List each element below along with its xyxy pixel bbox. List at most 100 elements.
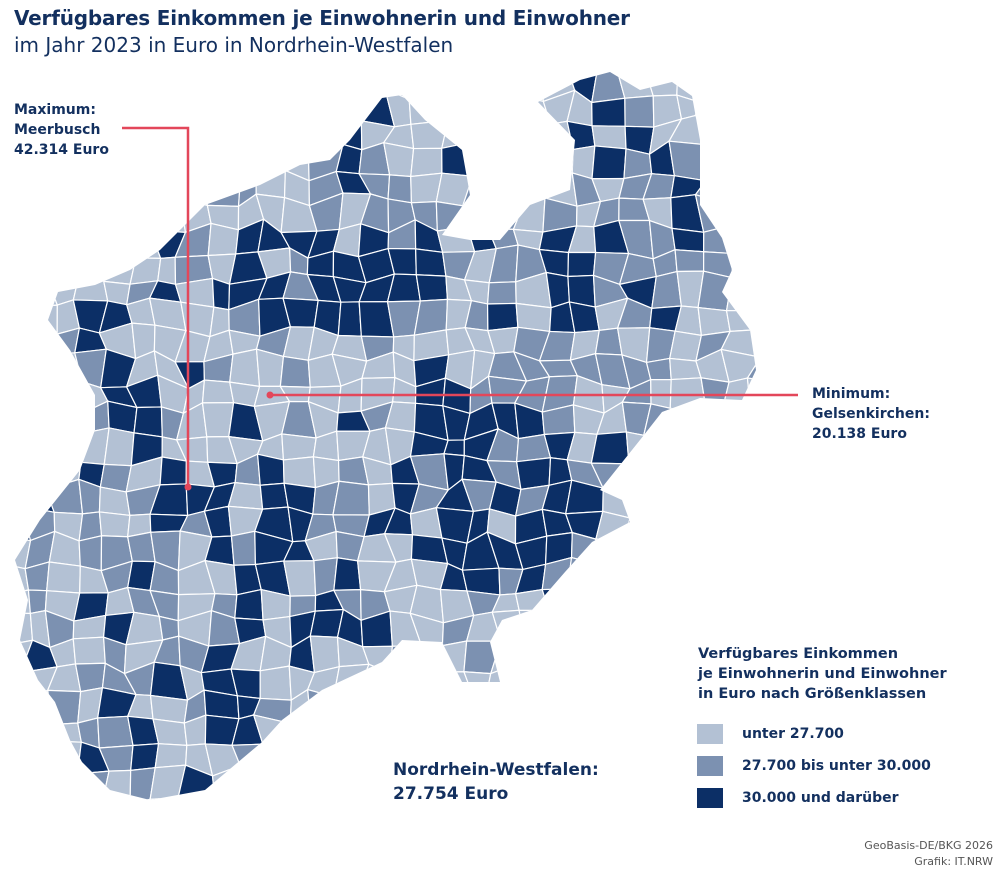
municipality-area bbox=[728, 513, 754, 546]
municipality-area bbox=[460, 143, 501, 182]
legend-item-high: 30.000 und darüber bbox=[697, 788, 899, 808]
municipality-area bbox=[332, 480, 370, 516]
municipality-area bbox=[307, 792, 343, 800]
municipality-area bbox=[801, 175, 837, 207]
municipality-area bbox=[174, 72, 216, 104]
municipality-area bbox=[440, 72, 473, 100]
municipality-area bbox=[725, 309, 756, 333]
minimum-label: Minimum: bbox=[812, 386, 891, 402]
municipality-area bbox=[590, 592, 632, 622]
municipality-area bbox=[548, 609, 579, 642]
maximum-marker-meerbusch bbox=[184, 483, 192, 491]
municipality-area bbox=[512, 197, 546, 233]
municipality-area bbox=[15, 748, 31, 778]
municipality-area bbox=[72, 270, 109, 302]
municipality-area bbox=[123, 72, 158, 100]
municipality-area bbox=[153, 72, 184, 103]
municipality-area bbox=[488, 96, 528, 130]
municipality-area bbox=[47, 740, 83, 775]
legend-label-high: 30.000 und darüber bbox=[742, 790, 899, 806]
map-title: Verfügbares Einkommen je Einwohnerin und… bbox=[14, 6, 630, 30]
municipality-area bbox=[234, 792, 265, 800]
municipality-area bbox=[629, 616, 652, 650]
municipality-area bbox=[515, 72, 544, 103]
municipality-area bbox=[488, 72, 528, 102]
municipality-area bbox=[617, 742, 657, 773]
maximum-place: Meerbusch bbox=[14, 122, 101, 138]
municipality-area bbox=[333, 794, 365, 800]
municipality-area bbox=[803, 559, 827, 590]
municipality-area bbox=[340, 819, 365, 853]
municipality-area bbox=[75, 166, 108, 200]
municipality-area bbox=[724, 142, 752, 177]
municipality-area bbox=[643, 693, 677, 718]
municipality-area bbox=[803, 483, 834, 510]
municipality-area bbox=[71, 72, 108, 97]
municipality-area bbox=[20, 168, 56, 199]
municipality-area bbox=[731, 224, 756, 255]
municipality-area bbox=[622, 687, 654, 721]
municipality-area bbox=[52, 166, 86, 200]
municipality-area bbox=[307, 688, 341, 720]
municipality-area bbox=[773, 226, 805, 253]
municipality-area bbox=[123, 93, 157, 126]
municipality-area bbox=[122, 140, 157, 176]
minimum-place: Gelsenkirchen: bbox=[812, 406, 930, 422]
municipality-area bbox=[779, 590, 803, 622]
municipality-area bbox=[75, 220, 105, 255]
municipality-area bbox=[435, 200, 468, 232]
municipality-area bbox=[19, 383, 59, 412]
municipality-area bbox=[419, 644, 444, 674]
municipality-area bbox=[22, 226, 59, 254]
municipality-area bbox=[24, 72, 48, 102]
municipality-area bbox=[305, 72, 339, 98]
municipality-area bbox=[239, 764, 266, 800]
municipality-area bbox=[154, 743, 188, 769]
municipality-area bbox=[731, 205, 756, 228]
municipality-area bbox=[413, 298, 449, 336]
municipality-area bbox=[779, 175, 806, 207]
maximum-annotation: Maximum: Meerbusch 42.314 Euro bbox=[14, 100, 109, 160]
municipality-area bbox=[701, 514, 735, 546]
municipality-area bbox=[15, 770, 31, 798]
municipality-area bbox=[594, 661, 629, 700]
municipality-area bbox=[408, 72, 447, 100]
municipality-area bbox=[811, 532, 829, 561]
municipality-area bbox=[157, 256, 177, 286]
municipality-area bbox=[151, 140, 188, 178]
municipality-area bbox=[725, 612, 754, 639]
municipality-area bbox=[252, 72, 287, 96]
municipality-area bbox=[80, 818, 105, 848]
municipality-area bbox=[468, 72, 495, 102]
municipality-area bbox=[211, 116, 241, 155]
municipality-area bbox=[24, 740, 60, 778]
municipality-area bbox=[438, 640, 468, 673]
municipality-area bbox=[255, 141, 293, 172]
municipality-area bbox=[278, 765, 319, 800]
municipality-area bbox=[701, 557, 734, 597]
municipality-area bbox=[54, 195, 86, 228]
municipality-area bbox=[45, 801, 83, 828]
municipality-area bbox=[669, 431, 706, 464]
municipality-area bbox=[461, 175, 501, 207]
municipality-area bbox=[15, 168, 33, 203]
municipality-area bbox=[705, 142, 735, 182]
municipality-area bbox=[46, 561, 81, 594]
municipality-area bbox=[23, 795, 51, 800]
municipality-area bbox=[409, 695, 446, 726]
municipality-area bbox=[15, 306, 33, 329]
municipality-area bbox=[15, 197, 24, 230]
municipality-area bbox=[751, 534, 756, 565]
municipality-area bbox=[747, 426, 756, 465]
municipality-area bbox=[514, 123, 552, 144]
municipality-area bbox=[800, 824, 832, 854]
municipality-area bbox=[280, 818, 318, 857]
minimum-annotation: Minimum: Gelsenkirchen: 20.138 Euro bbox=[812, 384, 930, 444]
municipality-area bbox=[487, 714, 520, 750]
municipality-area bbox=[642, 403, 684, 436]
municipality-area bbox=[694, 114, 732, 146]
municipality-area bbox=[309, 635, 340, 674]
municipality-area bbox=[254, 92, 292, 129]
municipality-area bbox=[703, 534, 730, 562]
municipality-area bbox=[486, 302, 519, 332]
